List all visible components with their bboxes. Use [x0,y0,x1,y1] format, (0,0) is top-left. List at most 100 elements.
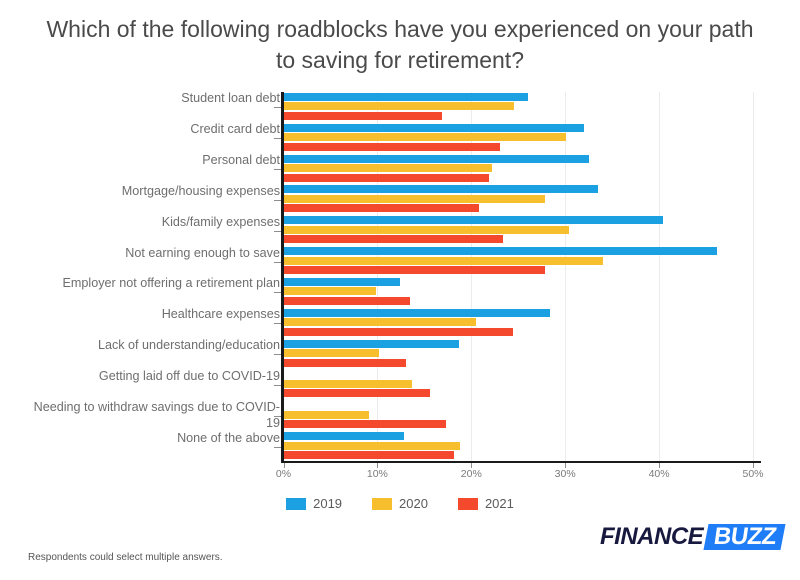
bar-2020 [284,318,476,327]
y-axis-tick-mark [274,169,281,171]
category-label: Getting laid off due to COVID-19 [98,368,280,383]
gridline [658,92,660,462]
category-label: Needing to withdraw savings due to COVID… [33,399,280,430]
legend-item[interactable]: 2019 [286,496,342,511]
legend-label: 2021 [484,496,514,511]
bar-2021 [284,142,500,151]
bar-2019 [284,185,598,194]
chart-category-row: Kids/family expenses [0,215,800,246]
chart-category-row: Not earning enough to save [0,246,800,277]
x-axis-tick-label: 10% [366,468,388,480]
x-axis-tick-mark [753,463,754,468]
category-label: None of the above [177,430,280,445]
y-axis-tick-mark [274,384,281,386]
bar-2020 [284,225,570,234]
legend-item[interactable]: 2020 [372,496,428,511]
bar-2021 [284,420,447,429]
bar-2019 [284,432,405,441]
chart-category-row: None of the above [0,431,800,462]
x-axis-tick-label: 40% [648,468,670,480]
chart-category-row: Employer not offering a retirement plan [0,276,800,308]
footnote: Respondents could select multiple answer… [28,552,223,563]
gridline [564,92,566,462]
bar-2021 [284,358,407,367]
y-axis-tick-mark [274,261,281,263]
x-axis-tick-label: 0% [275,468,292,480]
bar-2020 [284,102,515,111]
bar-2021 [284,235,503,244]
x-axis-line [281,461,761,463]
bar-2019 [284,277,401,286]
logo-buzz-text: BUZZ [712,523,779,550]
chart-category-row: Credit card debt [0,122,800,154]
category-label: Student loan debt [181,91,280,106]
legend-swatch-2021 [457,497,478,510]
chart-category-row: Healthcare expenses [0,307,800,339]
chart-title: Which of the following roadblocks have y… [46,16,754,73]
chart-category-row: Getting laid off due to COVID-19 [0,368,800,401]
gridline [752,92,754,462]
legend-label: 2019 [313,496,343,511]
x-axis-tick-label: 30% [554,468,576,480]
bar-2020 [284,287,377,296]
category-label: Lack of understanding/education [97,338,280,353]
y-axis-tick-mark [274,323,281,325]
bar-2020 [284,349,379,358]
chart-category-row: Mortgage/housing expenses [0,183,800,216]
y-axis-tick-mark [274,446,281,448]
y-axis-tick-mark [274,230,281,232]
x-axis-tick-label: 20% [460,468,482,480]
category-label: Healthcare expenses [161,307,280,322]
x-axis-tick-mark [471,463,473,468]
x-axis-tick-mark [565,463,567,468]
x-axis-tick-label: 50% [742,468,764,480]
bar-2021 [284,327,514,336]
x-axis-tick-mark [283,463,285,468]
logo-finance-text: FINANCE [600,523,704,550]
bar-2019 [284,154,590,163]
x-axis-tick-mark [659,463,661,468]
bar-2021 [284,266,546,275]
bar-2021 [284,173,489,182]
bar-2019 [284,216,664,225]
chart-category-row: Lack of understanding/education [0,338,800,370]
bar-2021 [284,389,431,398]
legend-label: 2020 [399,496,428,511]
financebuzz-logo: FINANCE BUZZ [600,523,786,550]
bar-2021 [284,296,410,305]
y-axis-line [281,92,284,462]
category-label: Employer not offering a retirement plan [62,276,280,291]
legend-item[interactable]: 2021 [457,496,514,511]
bar-2019 [284,123,585,132]
bar-2020 [284,256,604,265]
category-label: Credit card debt [190,122,280,137]
category-label: Mortgage/housing expenses [121,183,280,198]
category-label: Kids/family expenses [161,214,280,229]
bar-2019 [284,92,529,101]
legend-swatch-2020 [372,497,393,510]
category-label: Not earning enough to save [125,245,280,260]
bar-2020 [284,194,546,203]
bar-2020 [284,133,566,142]
bar-2019 [284,339,459,348]
y-axis-tick-mark [274,199,281,201]
y-axis-tick-mark [274,354,281,356]
y-axis-tick-mark [274,292,281,294]
x-axis-tick-mark [377,463,379,468]
bar-2021 [284,204,480,213]
chart-legend: 2019 2020 2021 [0,496,800,511]
bar-2021 [284,111,442,120]
bar-2021 [284,451,454,460]
bar-2019 [284,308,550,317]
gridline [470,92,472,462]
chart-category-row: Needing to withdraw savings due to COVID… [0,400,800,431]
bar-2020 [284,441,460,450]
category-label: Personal debt [202,153,280,168]
y-axis-tick-mark [274,415,281,417]
logo-buzz-badge: BUZZ [703,523,786,550]
y-axis-tick-mark [274,138,281,140]
legend-swatch-2019 [286,497,307,510]
bar-2020 [284,379,412,388]
bar-2020 [284,410,370,419]
